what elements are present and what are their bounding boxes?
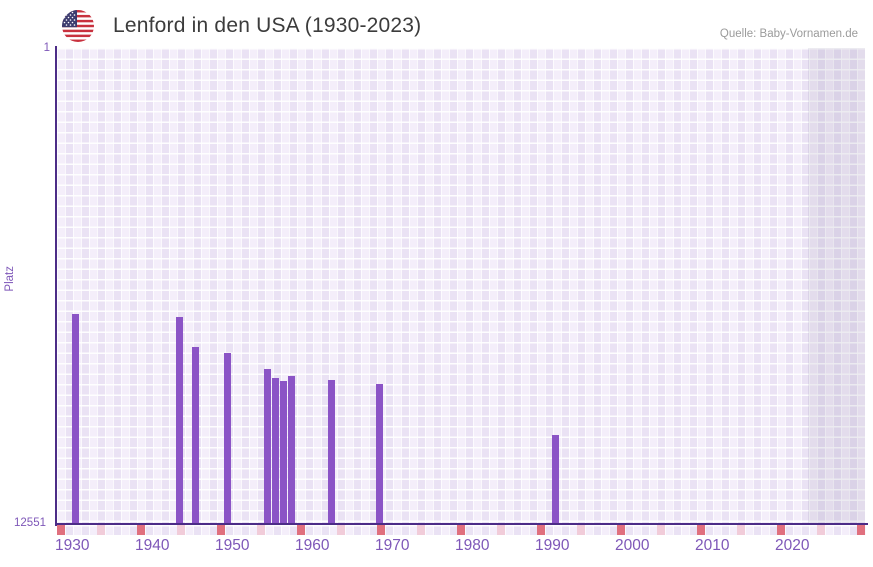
- y-axis-line: [55, 46, 57, 526]
- half-decade-marker: [97, 525, 105, 535]
- half-decade-marker: [497, 525, 505, 535]
- half-decade-marker: [417, 525, 425, 535]
- us-flag-icon: [62, 10, 94, 42]
- source-credit: Quelle: Baby-Vornamen.de: [719, 28, 858, 40]
- x-tick-label-1950: 1950: [215, 537, 250, 554]
- decade-marker: [57, 525, 65, 535]
- decade-marker: [137, 525, 145, 535]
- x-tick-label-1990: 1990: [535, 537, 570, 554]
- x-tick-label-1970: 1970: [375, 537, 410, 554]
- half-decade-marker: [577, 525, 585, 535]
- minor-tick-strip: [57, 525, 866, 535]
- half-decade-marker: [257, 525, 265, 535]
- bar-1962: [327, 379, 335, 524]
- bar-1968: [375, 383, 383, 524]
- x-tick-label-1930: 1930: [55, 537, 90, 554]
- y-axis-title: Platz: [4, 266, 16, 292]
- decade-marker: [217, 525, 225, 535]
- page-title: Lenford in den USA (1930-2023): [113, 14, 422, 37]
- future-band: [808, 48, 865, 524]
- decade-marker: [297, 525, 305, 535]
- decade-marker: [537, 525, 545, 535]
- x-tick-label-1960: 1960: [295, 537, 330, 554]
- decade-marker: [617, 525, 625, 535]
- y-axis-min-label: 12551: [14, 517, 46, 529]
- decade-marker: [377, 525, 385, 535]
- bar-1949: [223, 352, 231, 524]
- bar-1955: [271, 377, 279, 524]
- bar-1957: [287, 376, 295, 524]
- half-decade-marker: [177, 525, 185, 535]
- y-axis-max-label: 1: [43, 42, 50, 54]
- x-tick-label-1980: 1980: [455, 537, 490, 554]
- half-decade-marker: [817, 525, 825, 535]
- bar-1943: [175, 317, 183, 524]
- bar-1990: [551, 434, 559, 524]
- x-tick-label-2010: 2010: [695, 537, 730, 554]
- decade-marker: [777, 525, 785, 535]
- half-decade-marker: [337, 525, 345, 535]
- x-tick-label-1940: 1940: [135, 537, 170, 554]
- plot-area: [57, 48, 865, 524]
- half-decade-marker: [657, 525, 665, 535]
- decade-marker: [457, 525, 465, 535]
- x-tick-label-2000: 2000: [615, 537, 650, 554]
- bar-1954: [263, 368, 271, 524]
- decade-marker: [697, 525, 705, 535]
- bar-1956: [279, 381, 287, 524]
- x-axis-line: [55, 523, 868, 525]
- bar-1945: [191, 346, 199, 524]
- bar-1930: [71, 313, 79, 524]
- half-decade-marker: [737, 525, 745, 535]
- decade-marker: [857, 525, 865, 535]
- x-tick-label-2020: 2020: [775, 537, 810, 554]
